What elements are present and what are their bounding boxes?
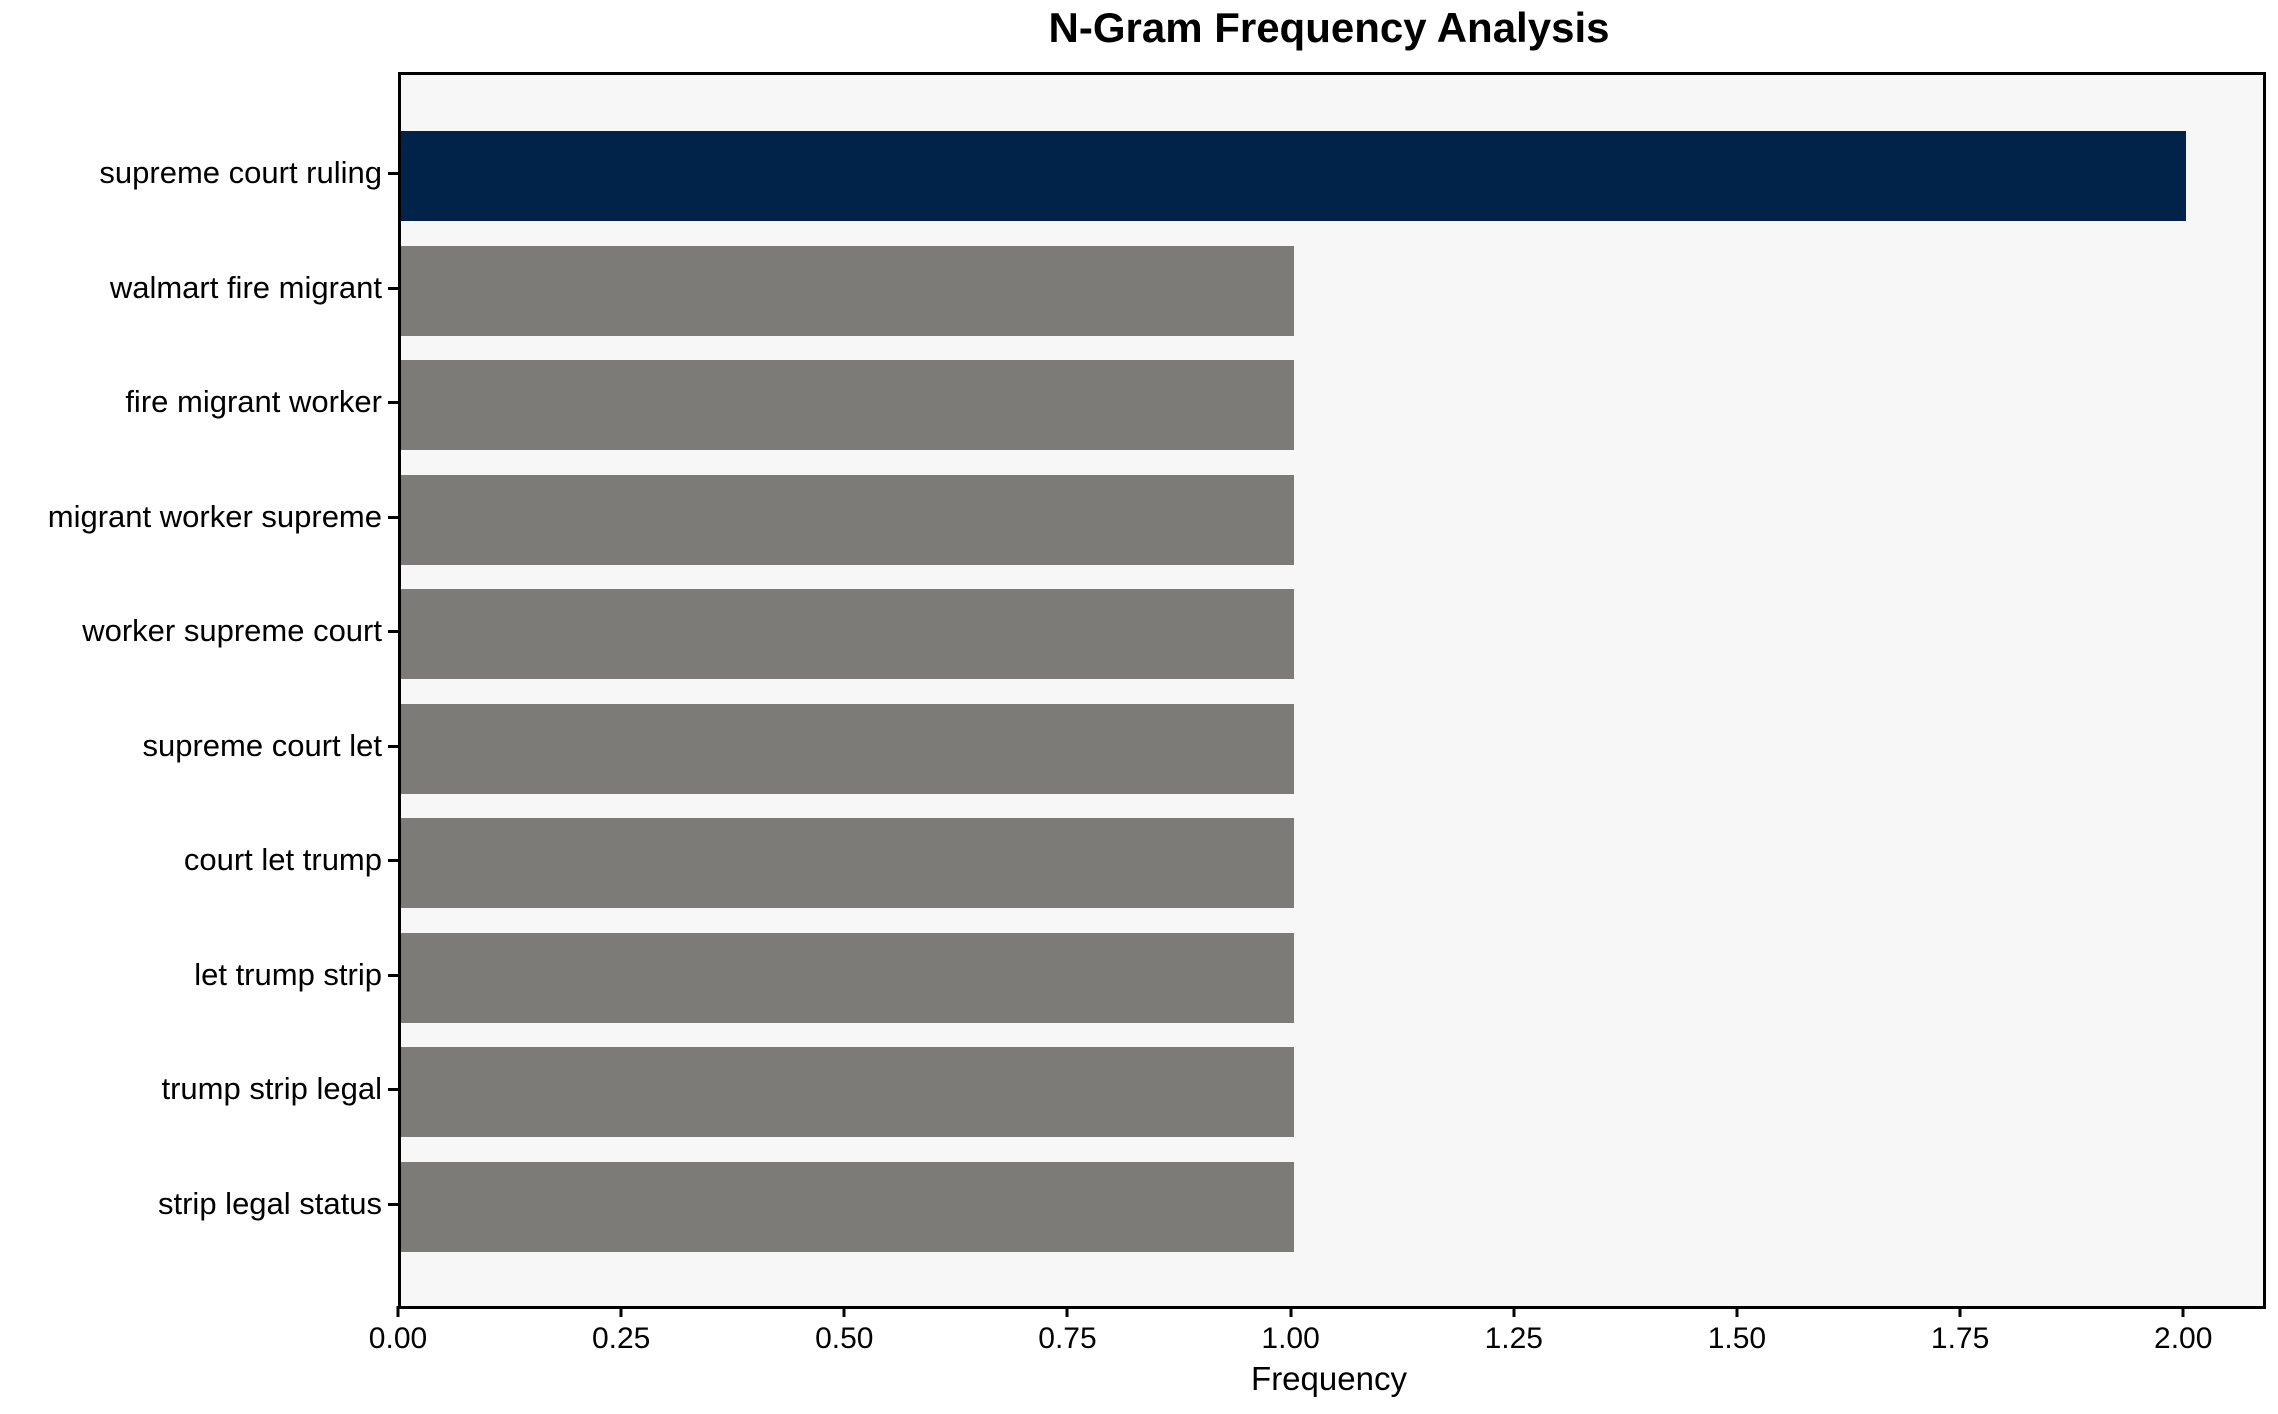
x-tick-mark (1958, 1306, 1962, 1317)
y-tick-mark (388, 172, 398, 175)
bar (401, 474, 1294, 565)
x-tick-mark (1735, 1306, 1739, 1317)
x-tick-mark (396, 1306, 400, 1317)
y-tick-mark (388, 973, 398, 977)
y-tick-mark (388, 1088, 398, 1091)
x-tick-label: 0.75 (1038, 1322, 1097, 1355)
x-tick-mark (1065, 1306, 1069, 1317)
x-tick-label: 1.25 (1484, 1322, 1543, 1355)
x-tick-label: 0.50 (815, 1322, 874, 1355)
y-tick-mark (388, 630, 398, 633)
y-tick-mark (388, 859, 398, 862)
chart-title: N-Gram Frequency Analysis (1048, 4, 1610, 51)
bar (401, 589, 1294, 679)
x-tick-mark (619, 1306, 623, 1317)
x-tick-label: 1.00 (1261, 1322, 1320, 1355)
y-tick-mark (388, 286, 398, 290)
bar (401, 245, 1294, 336)
y-tick-label: worker supreme court (82, 613, 382, 648)
y-tick-label: supreme court let (142, 727, 383, 763)
x-tick-mark (1512, 1306, 1516, 1317)
bar (401, 360, 1294, 450)
x-tick-label: 0.25 (591, 1322, 651, 1355)
x-tick-label: 1.50 (1707, 1322, 1767, 1355)
y-tick-mark (388, 515, 398, 519)
plot-area (398, 72, 2266, 1309)
bar (401, 1047, 1294, 1137)
x-tick-mark (2181, 1306, 2185, 1317)
bar (401, 818, 1294, 908)
bar (401, 932, 1294, 1023)
y-axis: supreme court ruling walmart fire migrant… (0, 72, 382, 1303)
x-tick-label: 2.00 (2154, 1322, 2213, 1355)
bar (401, 1161, 1294, 1252)
y-tick-mark (388, 744, 398, 748)
x-tick-label: 0.00 (368, 1322, 428, 1355)
y-tick-label: let trump strip (194, 956, 382, 992)
x-axis: 0.00 0.25 0.50 0.75 1.00 1.25 1.50 1.75 2.00 (369, 1306, 2260, 1406)
y-tick-label: fire migrant worker (125, 384, 382, 419)
bar (401, 703, 1294, 794)
y-tick-mark (388, 401, 398, 404)
x-tick-mark (842, 1306, 846, 1317)
x-axis-label: Frequency (1251, 1360, 1407, 1397)
y-tick-label: court let trump (183, 842, 382, 877)
bar (401, 131, 2187, 221)
x-tick-label: 1.75 (1930, 1322, 1990, 1355)
y-tick-label: migrant worker supreme (47, 498, 382, 534)
y-tick-label: trump strip legal (161, 1071, 382, 1106)
y-tick-label: supreme court ruling (99, 155, 382, 190)
y-tick-label: strip legal status (158, 1185, 382, 1221)
x-tick-mark (1289, 1306, 1293, 1317)
y-tick-label: walmart fire migrant (109, 269, 382, 305)
y-tick-mark (388, 1202, 398, 1206)
